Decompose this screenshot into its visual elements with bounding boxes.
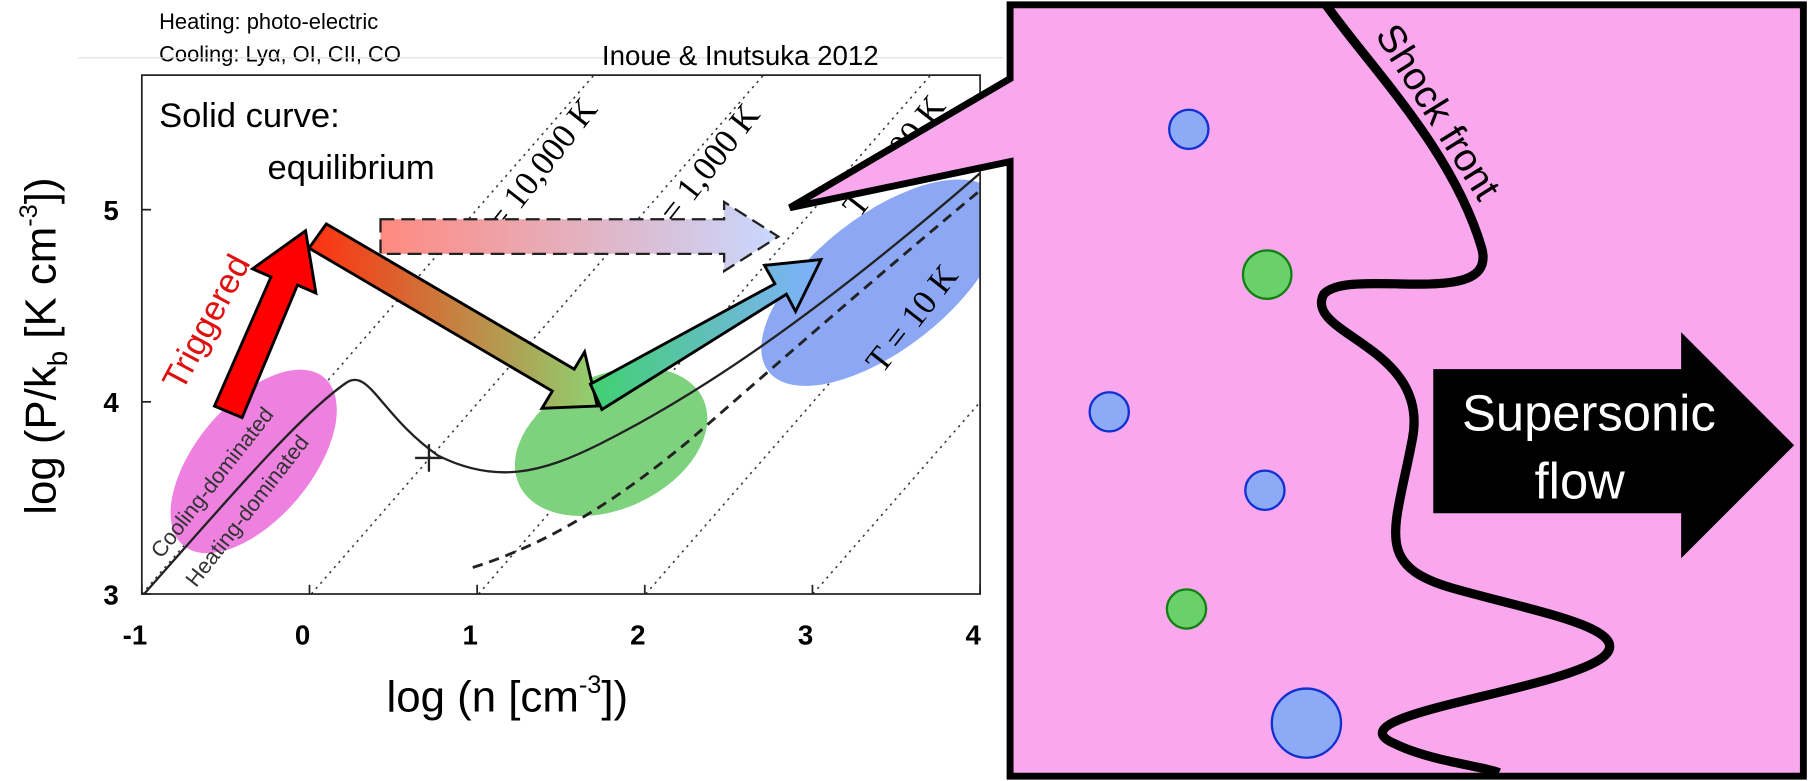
x-tick-label: 1 (463, 620, 478, 651)
x-tick-label: 2 (630, 620, 645, 651)
flow-label: Supersonic (1462, 384, 1716, 441)
citation: Inoue & Inutsuka 2012 (602, 40, 879, 71)
heating: Heating: photo-electric (159, 9, 378, 34)
note: Solid curve: (159, 97, 340, 135)
y-tick-label: 4 (103, 387, 119, 418)
plus (415, 444, 443, 472)
note: equilibrium (268, 149, 435, 187)
cooling: Cooling: Lyα, OI, CII, CO (159, 41, 401, 66)
y-tick-label: 5 (103, 195, 118, 226)
y-axis-label: log (P/kb [K cm-3]) (15, 177, 73, 514)
x-tick-label: 0 (295, 620, 310, 651)
y-tick-label: 3 (103, 579, 118, 610)
x-tick-label: 4 (965, 620, 981, 651)
x-axis-label: log (n [cm-3]) (387, 671, 629, 721)
flow-label: flow (1535, 452, 1626, 509)
x-tick-label: 3 (798, 620, 813, 651)
slide: Heating: photo-electric Cooling: Lyα, OI… (0, 0, 1808, 781)
x-tick-label: -1 (123, 620, 148, 651)
arrow (381, 202, 779, 271)
